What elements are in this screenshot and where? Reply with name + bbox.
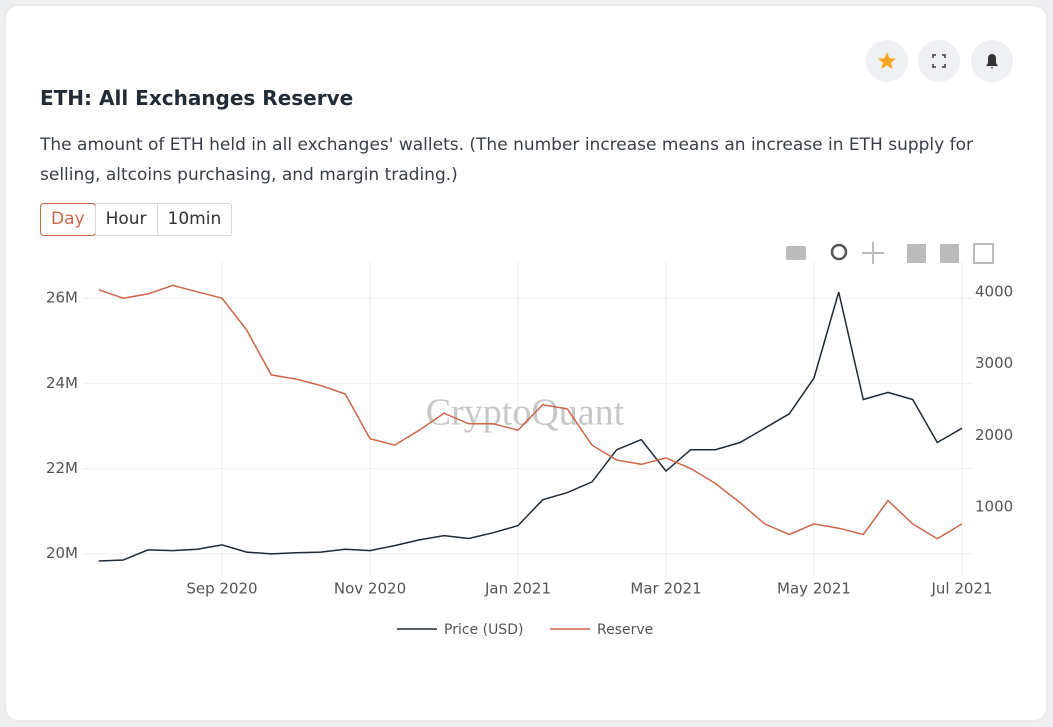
zoom-out-icon[interactable]	[940, 244, 959, 263]
title: ETH: All Exchanges Reserve	[40, 86, 354, 110]
y-tick-label: 20M	[46, 544, 78, 562]
autoscale-icon[interactable]	[973, 243, 994, 264]
star-icon	[878, 52, 896, 69]
expand-button[interactable]	[918, 40, 960, 82]
y2-tick-label: 4000	[975, 283, 1013, 301]
x-tick-label: Nov 2020	[334, 580, 406, 598]
y-tick-label: 24M	[46, 374, 78, 392]
y2-tick-label: 1000	[975, 497, 1013, 515]
watermark: CryptoQuant	[426, 392, 625, 434]
favorite-button[interactable]	[866, 40, 908, 82]
x-tick-label: Jul 2021	[930, 580, 992, 598]
modebar	[786, 242, 994, 264]
pan-icon[interactable]	[862, 242, 884, 264]
y2-tick-label: 3000	[975, 354, 1013, 372]
x-tick-label: May 2021	[777, 580, 851, 598]
interval-tab[interactable]: Day	[40, 203, 96, 236]
interval-tab[interactable]: 10min	[156, 204, 232, 235]
interval-tab[interactable]: Hour	[94, 204, 157, 235]
card: ETH: All Exchanges Reserve The amount of…	[6, 6, 1046, 720]
description: The amount of ETH held in all exchanges'…	[40, 135, 973, 185]
alert-button[interactable]	[971, 40, 1013, 82]
x-tick-label: Mar 2021	[630, 580, 701, 598]
bell-icon	[986, 54, 998, 69]
camera-icon[interactable]	[786, 246, 806, 260]
series-line	[98, 284, 963, 540]
legend-label: Reserve	[597, 622, 653, 638]
legend-label: Price (USD)	[444, 622, 523, 638]
x-tick-label: Sep 2020	[186, 580, 257, 598]
series-line	[98, 291, 963, 562]
zoom-icon[interactable]	[830, 243, 848, 261]
y-tick-label: 22M	[46, 459, 78, 477]
zoom-in-icon[interactable]	[907, 244, 926, 263]
y-tick-label: 26M	[46, 289, 78, 307]
expand-icon	[932, 54, 946, 68]
y2-tick-label: 2000	[975, 426, 1013, 444]
x-tick-label: Jan 2021	[484, 580, 551, 598]
interval-tabs: Day Hour 10min	[40, 203, 233, 236]
